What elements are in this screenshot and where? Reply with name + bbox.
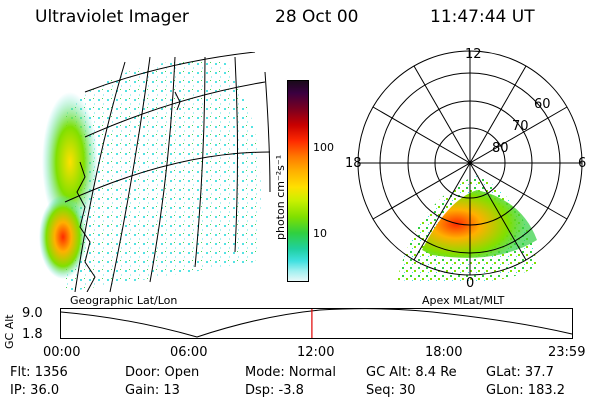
lat-label-70: 70 xyxy=(512,119,529,134)
mlt-label-6: 6 xyxy=(578,156,587,171)
status-dsp: Dsp: -3.8 xyxy=(245,383,304,398)
polar-caption: Apex MLat/MLT xyxy=(422,294,505,307)
timeline-ybottom: 1.8 xyxy=(22,327,43,342)
status-mode: Mode: Normal xyxy=(245,365,336,380)
status-glon: GLon: 183.2 xyxy=(486,383,566,398)
lat-label-80: 80 xyxy=(492,141,509,156)
time-tick-1200: 12:00 xyxy=(297,345,335,360)
colorbar-unit-label: photon cm⁻²s⁻¹ xyxy=(274,154,287,240)
lat-lon-grid xyxy=(64,52,271,292)
status-ip: IP: 36.0 xyxy=(10,383,60,398)
time-label: 11:47:44 UT xyxy=(430,7,535,27)
aurora-glow-lower xyxy=(39,195,87,279)
time-tick-1800: 18:00 xyxy=(425,345,463,360)
colorbar-tick-10: 10 xyxy=(313,227,327,240)
geographic-image xyxy=(39,52,271,292)
timeline-ytop: 9.0 xyxy=(22,306,43,321)
date-label: 28 Oct 00 xyxy=(275,7,359,27)
mlt-label-18: 18 xyxy=(345,156,362,171)
status-flt: Flt: 1356 xyxy=(10,365,68,380)
time-tick-2359: 23:59 xyxy=(548,345,586,360)
status-glat: GLat: 37.7 xyxy=(486,365,554,380)
status-door: Door: Open xyxy=(125,365,200,380)
polar-plot xyxy=(357,50,583,283)
time-tick-0600: 06:00 xyxy=(170,345,208,360)
mlt-label-12: 12 xyxy=(465,47,482,62)
lat-label-60: 60 xyxy=(534,97,551,112)
coastline xyxy=(76,91,181,292)
colorbar-tick-100: 100 xyxy=(313,141,334,154)
mlt-label-0: 0 xyxy=(466,276,475,291)
color-bar xyxy=(287,80,309,282)
instrument-title: Ultraviolet Imager xyxy=(35,7,189,27)
status-seq: Seq: 30 xyxy=(366,383,416,398)
geographic-caption: Geographic Lat/Lon xyxy=(70,294,178,307)
status-gain: Gain: 13 xyxy=(125,383,180,398)
polar-grid xyxy=(357,50,583,276)
aurora-speckle xyxy=(65,60,261,292)
orbit-altitude-curve xyxy=(60,308,573,338)
time-tick-0000: 00:00 xyxy=(43,345,81,360)
status-gcalt: GC Alt: 8.4 Re xyxy=(366,365,457,380)
orbit-timeline xyxy=(60,308,573,339)
timeline-ylabel: GC Alt xyxy=(3,314,16,349)
